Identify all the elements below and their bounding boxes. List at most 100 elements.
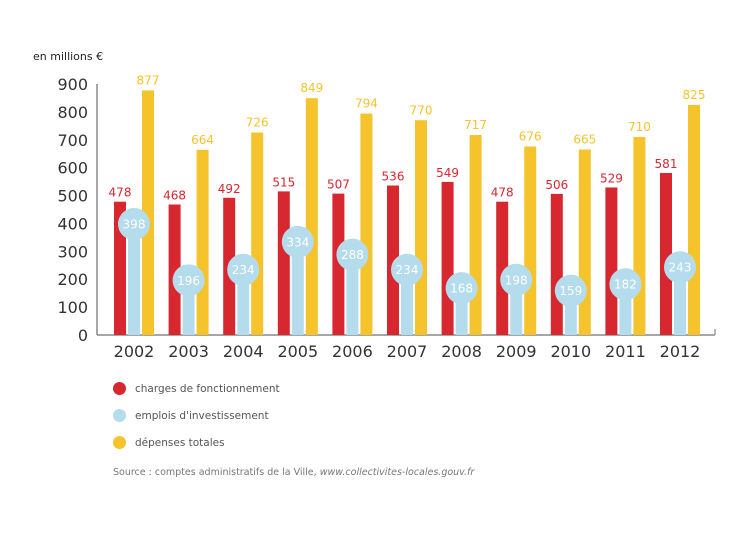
- legend-label: dépenses totales: [135, 436, 225, 449]
- data-label-investissement: 334: [286, 235, 309, 249]
- x-tick-label: 2009: [496, 342, 537, 361]
- x-tick-label: 2008: [441, 342, 482, 361]
- data-label-fonctionnement: 492: [218, 182, 241, 196]
- data-label-depenses: 770: [410, 103, 433, 117]
- bar-depenses: [578, 149, 591, 335]
- data-label-investissement: 159: [559, 284, 582, 298]
- y-tick-label: 800: [57, 103, 88, 122]
- data-label-investissement: 168: [450, 282, 473, 296]
- bubble-investissement: [281, 225, 314, 258]
- data-label-fonctionnement: 549: [436, 166, 459, 180]
- x-tick-label: 2003: [168, 342, 209, 361]
- data-label-depenses: 717: [464, 118, 487, 132]
- bar-investissement: [346, 254, 359, 335]
- x-tick-label: 2010: [550, 342, 591, 361]
- legend-label: emplois d'investissement: [135, 409, 269, 422]
- y-axis-unit-label: en millions €: [33, 50, 104, 63]
- bubble-investissement: [227, 253, 260, 286]
- bubble-investissement: [500, 263, 533, 296]
- data-label-investissement: 182: [614, 278, 637, 292]
- bar-fonctionnement: [168, 204, 181, 335]
- bar-investissement: [401, 269, 413, 335]
- data-label-fonctionnement: 581: [655, 157, 678, 171]
- bar-fonctionnement: [660, 172, 672, 335]
- bar-depenses: [415, 120, 427, 335]
- bar-investissement: [674, 267, 686, 335]
- data-label-fonctionnement: 478: [491, 186, 514, 200]
- data-label-investissement: 243: [669, 261, 692, 275]
- x-tick-label: 2007: [387, 342, 428, 361]
- data-label-depenses: 710: [628, 120, 651, 134]
- bubble-investissement: [336, 238, 369, 271]
- data-label-investissement: 234: [396, 263, 419, 277]
- data-label-depenses: 665: [573, 133, 596, 147]
- y-tick-label: 400: [57, 214, 88, 233]
- x-tick-label: 2002: [114, 342, 155, 361]
- y-tick-label: 200: [57, 270, 88, 289]
- bubble-investissement: [554, 274, 587, 307]
- data-label-fonctionnement: 468: [163, 188, 186, 202]
- x-tick-label: 2005: [277, 342, 318, 361]
- x-tick-label: 2006: [332, 342, 373, 361]
- source-text: Source : comptes administratifs de la Vi…: [113, 467, 320, 478]
- bar-depenses: [142, 90, 154, 335]
- legend-swatch-blue: [113, 409, 126, 422]
- bar-fonctionnement: [441, 181, 454, 335]
- bar-depenses: [196, 149, 209, 335]
- bar-fonctionnement: [332, 193, 345, 335]
- source-link[interactable]: www.collectivites-locales.gouv.fr: [319, 467, 475, 478]
- bubble-investissement: [609, 268, 642, 301]
- x-tick-label: 2012: [660, 342, 701, 361]
- bubble-investissement: [391, 253, 423, 286]
- bar-depenses: [633, 136, 646, 335]
- data-label-investissement: 288: [341, 248, 364, 262]
- data-label-depenses: 676: [519, 129, 542, 143]
- data-label-depenses: 849: [300, 81, 323, 95]
- bar-investissement: [291, 241, 304, 335]
- bar-fonctionnement: [277, 191, 290, 335]
- legend-item-fonctionnement: charges de fonctionnement: [113, 375, 280, 402]
- data-label-depenses: 794: [355, 97, 378, 111]
- bar-fonctionnement: [550, 193, 563, 335]
- data-label-investissement: 398: [123, 218, 146, 232]
- bar-depenses: [524, 146, 537, 335]
- legend: charges de fonctionnement emplois d'inve…: [113, 375, 280, 456]
- data-label-depenses: 877: [137, 73, 160, 87]
- bar-depenses: [251, 132, 264, 335]
- data-label-investissement: 234: [232, 263, 255, 277]
- data-label-depenses: 726: [246, 116, 269, 130]
- bar-investissement: [128, 224, 140, 335]
- y-tick-label: 100: [57, 298, 88, 317]
- bar-depenses: [469, 135, 482, 335]
- bubble-investissement: [664, 251, 696, 284]
- data-label-fonctionnement: 478: [109, 186, 132, 200]
- bar-fonctionnement: [496, 201, 509, 335]
- legend-swatch-yellow: [113, 436, 126, 449]
- bar-depenses: [360, 113, 373, 335]
- x-tick-label: 2004: [223, 342, 264, 361]
- legend-label: charges de fonctionnement: [135, 382, 280, 395]
- bar-depenses: [305, 98, 318, 336]
- y-tick-label: 700: [57, 131, 88, 150]
- data-label-fonctionnement: 506: [545, 178, 568, 192]
- bar-fonctionnement: [605, 187, 618, 335]
- bubble-investissement: [445, 272, 478, 305]
- bar-investissement: [237, 269, 250, 335]
- x-tick-label: 2011: [605, 342, 646, 361]
- bubble-investissement: [118, 208, 150, 241]
- bar-depenses: [688, 104, 700, 336]
- y-tick-label: 900: [57, 75, 88, 94]
- legend-swatch-red: [113, 382, 126, 395]
- data-label-fonctionnement: 529: [600, 171, 623, 185]
- data-label-investissement: 196: [177, 274, 200, 288]
- bubble-investissement: [172, 264, 205, 297]
- legend-item-depenses: dépenses totales: [113, 429, 280, 456]
- y-tick-label: 600: [57, 159, 88, 178]
- legend-item-investissement: emplois d'investissement: [113, 402, 280, 429]
- data-label-fonctionnement: 536: [382, 170, 405, 184]
- data-label-investissement: 198: [505, 273, 528, 287]
- y-tick-label: 300: [57, 242, 88, 261]
- bar-fonctionnement: [387, 185, 399, 335]
- y-tick-label: 500: [57, 187, 88, 206]
